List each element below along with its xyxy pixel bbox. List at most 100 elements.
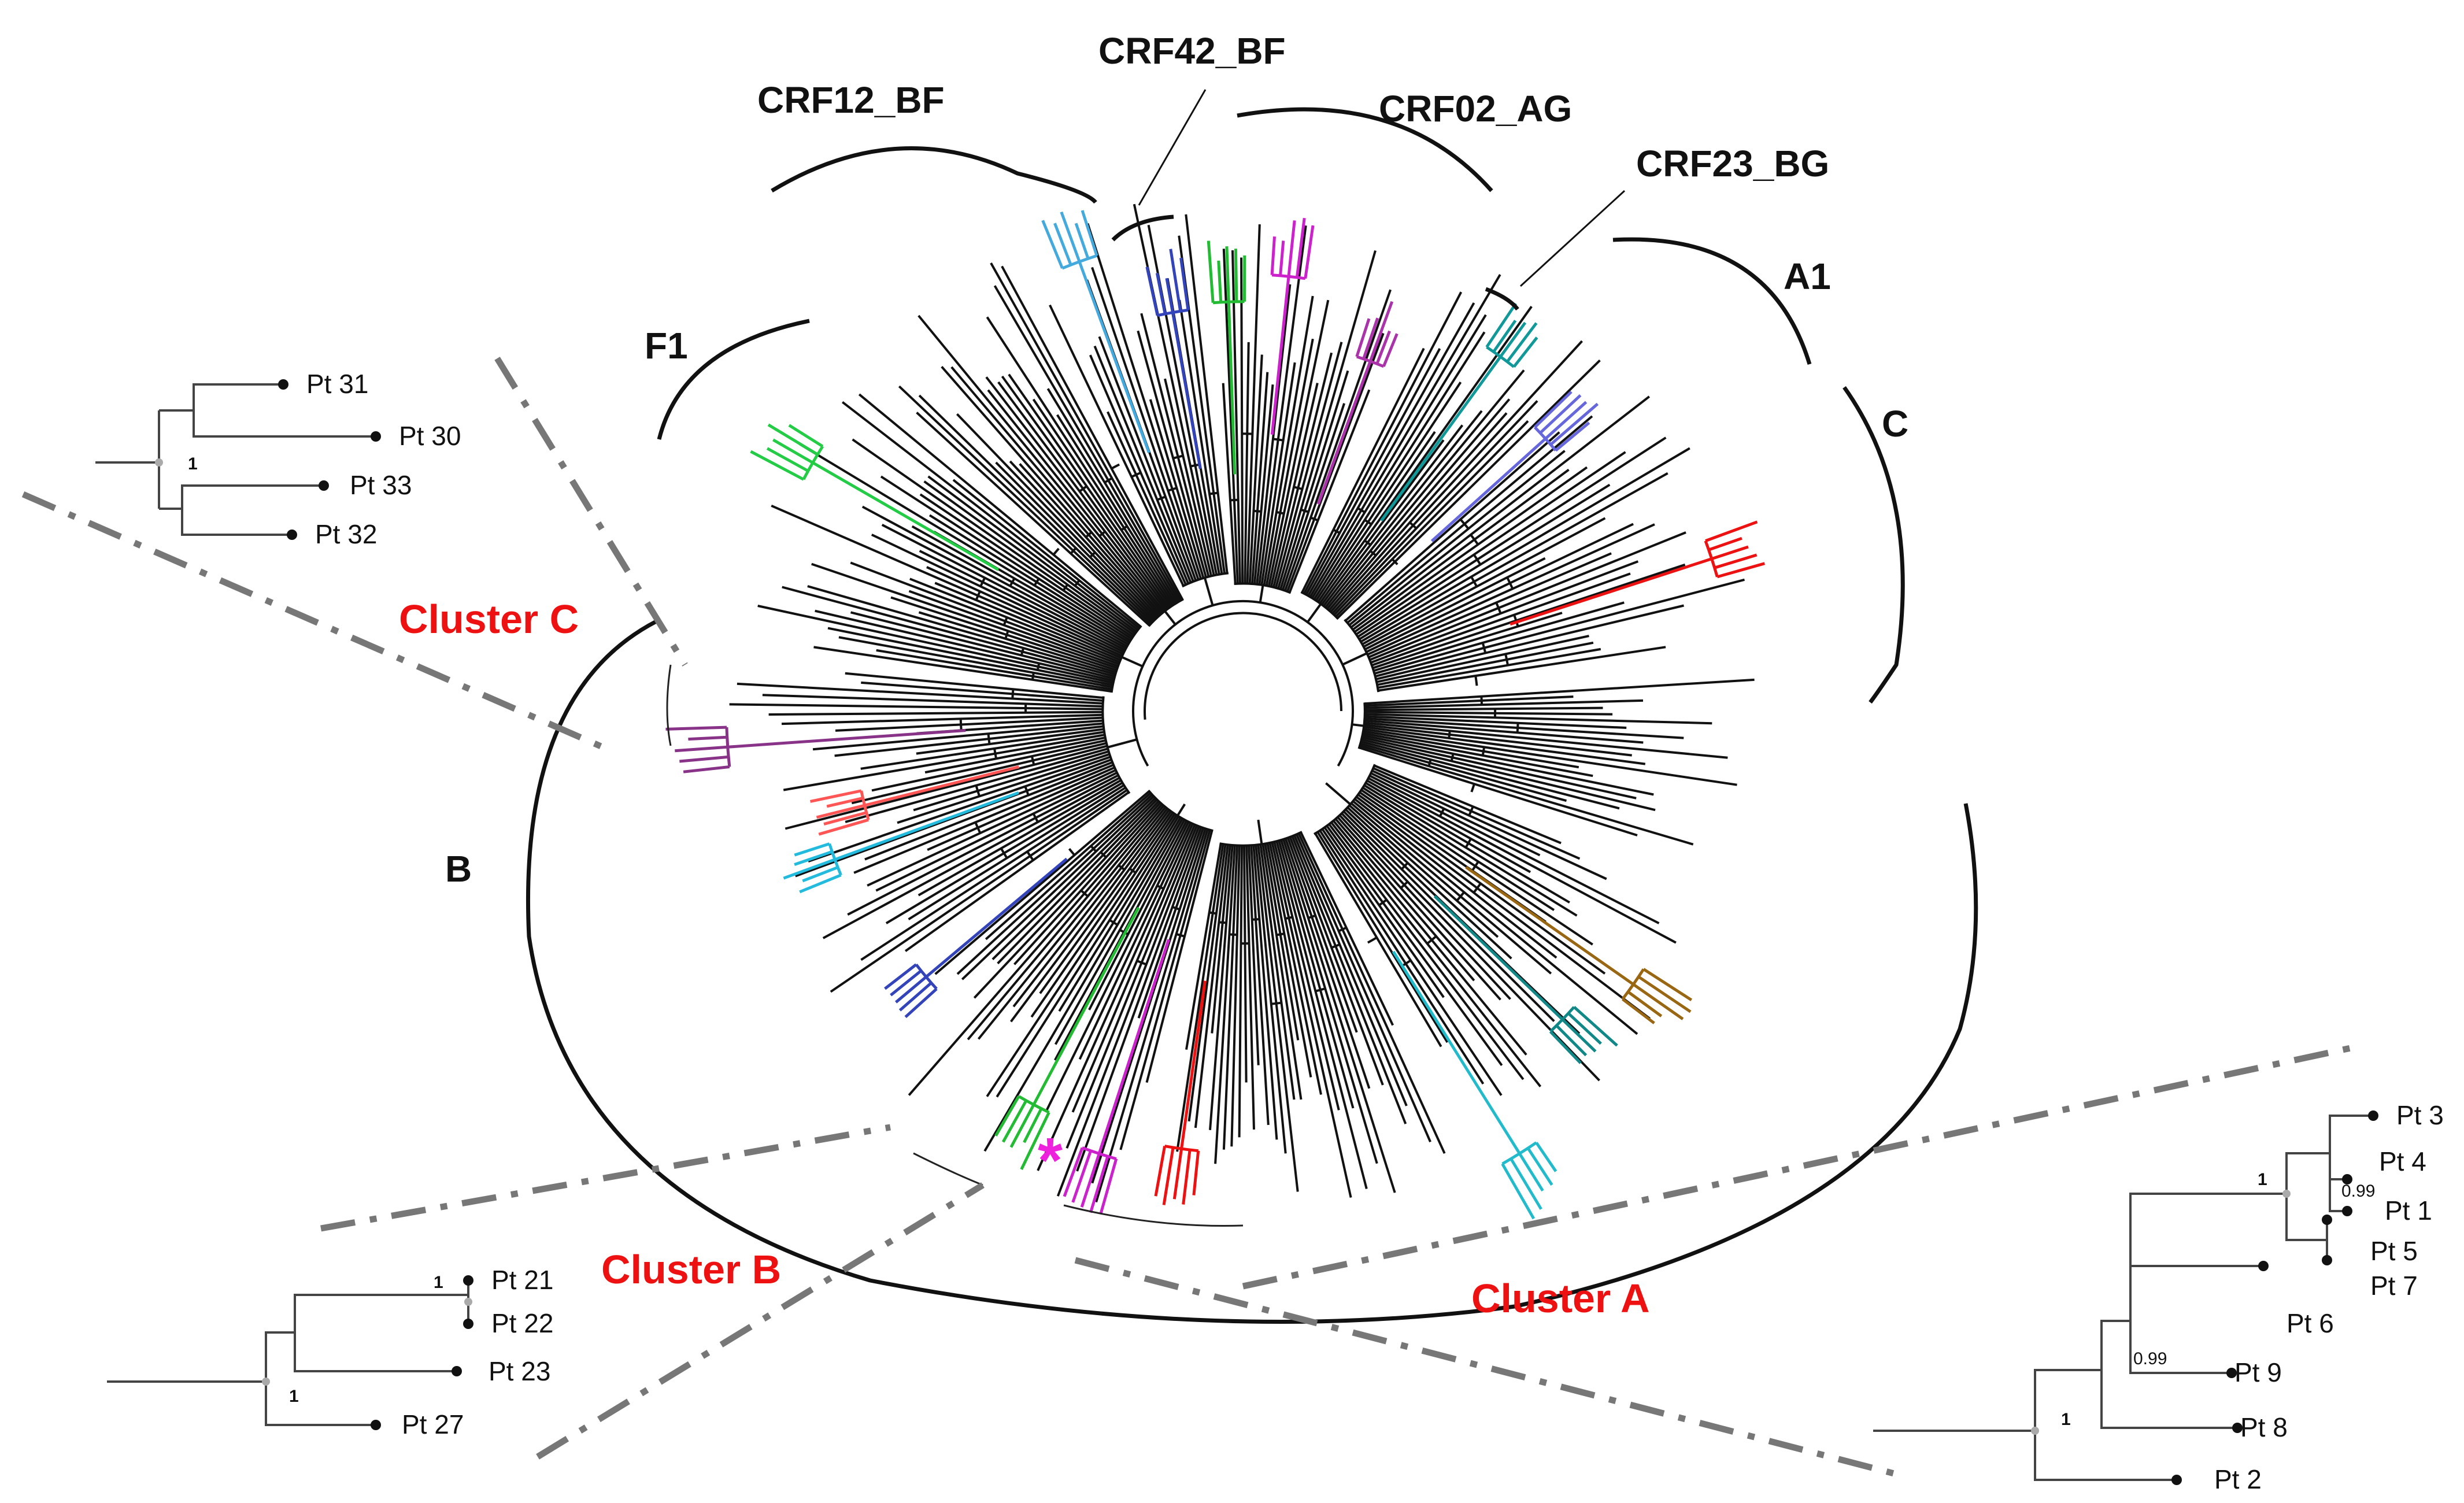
tree-branch bbox=[1359, 483, 1611, 641]
highlight-star: * bbox=[1038, 1125, 1063, 1196]
label-cluster-b: Cluster B bbox=[601, 1247, 781, 1292]
tree-arc bbox=[1356, 355, 1385, 368]
tree-branch bbox=[1313, 331, 1486, 600]
tree-branch bbox=[1176, 843, 1224, 1152]
tree-branch bbox=[1267, 299, 1330, 587]
inset-cluster-a-tree: Pt 3 Pt 4 Pt 1 Pt 5 Pt 7 Pt 6 Pt 9 Pt 8 … bbox=[1873, 1100, 2444, 1494]
tree-branch bbox=[995, 461, 1155, 622]
tree-branch bbox=[1009, 809, 1170, 1023]
tree-branch bbox=[996, 814, 1178, 1098]
tree-branch bbox=[927, 475, 1138, 633]
tree-branch bbox=[1049, 304, 1185, 587]
tree-branch bbox=[985, 792, 1152, 941]
tree-branch bbox=[1366, 523, 1634, 653]
tree-branch bbox=[1250, 845, 1270, 1126]
tree-branch bbox=[811, 562, 1118, 669]
tree-branch bbox=[1297, 832, 1446, 1154]
tree-branch bbox=[1273, 841, 1340, 1110]
tree-branch bbox=[1252, 845, 1278, 1140]
tree-branch bbox=[927, 766, 1115, 852]
tree-branch bbox=[1561, 1018, 1597, 1053]
tree-branch bbox=[919, 550, 1125, 653]
arc-a1 bbox=[1612, 237, 1812, 365]
leaf-pt4: Pt 4 bbox=[2379, 1146, 2426, 1176]
tree-branch bbox=[956, 794, 1153, 975]
tree-branch bbox=[1280, 839, 1378, 1164]
tree-branch bbox=[918, 394, 1153, 624]
tree-branch bbox=[785, 745, 1108, 830]
tree-branch bbox=[1182, 1149, 1192, 1205]
leaf-pt23: Pt 23 bbox=[489, 1356, 550, 1386]
tree-branch bbox=[766, 447, 809, 472]
tree-branch bbox=[1364, 721, 1728, 759]
tree-branch bbox=[985, 376, 1167, 612]
tree-branch bbox=[1328, 823, 1525, 1080]
tree-branch bbox=[917, 779, 1122, 897]
tree-branch bbox=[1330, 821, 1542, 1087]
tree-branch bbox=[1342, 810, 1555, 1023]
tree-branch bbox=[1293, 835, 1408, 1106]
tree-branch bbox=[1501, 1163, 1536, 1220]
tree-branch bbox=[1364, 699, 1644, 709]
tree-branch bbox=[1342, 652, 1368, 666]
tree-branch bbox=[1140, 313, 1210, 577]
tree-branch bbox=[1091, 828, 1207, 1184]
tree-branch bbox=[794, 842, 830, 857]
tree-branch bbox=[1244, 342, 1250, 584]
tree-branch bbox=[1098, 336, 1194, 582]
tree-branch bbox=[1374, 601, 1625, 675]
tree-branch bbox=[1376, 635, 1589, 683]
leaf-pt1: Pt 1 bbox=[2385, 1195, 2432, 1226]
tree-branch bbox=[1291, 835, 1407, 1124]
tree-branch bbox=[1372, 563, 1686, 669]
tree-arc bbox=[1501, 1141, 1537, 1165]
tree-branch bbox=[1279, 240, 1285, 276]
tree-branch bbox=[815, 609, 1114, 682]
tree-branch bbox=[1307, 302, 1475, 597]
tree-arc bbox=[1018, 1095, 1050, 1114]
tree-branch bbox=[823, 811, 867, 826]
leaf-pt21: Pt 21 bbox=[491, 1265, 553, 1295]
tree-branch bbox=[1178, 299, 1223, 575]
tree-branch bbox=[967, 805, 1165, 1041]
tree-branch bbox=[1485, 302, 1517, 348]
leaf-pt7: Pt 7 bbox=[2370, 1271, 2418, 1301]
tree-arc bbox=[915, 963, 938, 990]
tree-branch bbox=[1355, 318, 1371, 357]
tree-branch bbox=[1345, 431, 1560, 622]
tree-branch bbox=[1278, 840, 1355, 1109]
tree-branch bbox=[1377, 641, 1594, 686]
tree-arc bbox=[1132, 599, 1354, 767]
tree-branch bbox=[1544, 401, 1588, 440]
tree-branch bbox=[950, 366, 1162, 615]
tree-branch bbox=[1246, 224, 1261, 584]
support-cluster-b-root: 1 bbox=[289, 1387, 299, 1406]
tree-branch bbox=[1336, 359, 1601, 619]
tree-branch bbox=[1363, 784, 1578, 917]
tree-branch bbox=[1270, 236, 1276, 275]
tree-branch bbox=[1209, 845, 1234, 1130]
tree-branch bbox=[799, 873, 842, 894]
tree-branch bbox=[1089, 354, 1190, 584]
tree-branch bbox=[838, 636, 1113, 688]
tree-branch bbox=[1080, 1153, 1101, 1208]
tree-branch bbox=[1154, 1146, 1167, 1197]
tree-branch bbox=[1311, 314, 1487, 599]
tree-branch bbox=[1355, 795, 1651, 1020]
tree-branch bbox=[1331, 340, 1583, 614]
tree-branch bbox=[1355, 451, 1626, 636]
support-cluster-a-pt4-pt1: 0.99 bbox=[2341, 1182, 2375, 1201]
tree-branch bbox=[853, 764, 1114, 874]
tree-branch bbox=[1266, 843, 1312, 1078]
tree-arc bbox=[725, 727, 731, 767]
tree-branch bbox=[1305, 348, 1441, 595]
tree-branch bbox=[876, 649, 1112, 691]
tree-branch bbox=[1714, 553, 1758, 569]
tree-branch bbox=[909, 577, 1120, 664]
tree-branch bbox=[1375, 578, 1745, 678]
leaf-pt30: Pt 30 bbox=[399, 421, 461, 451]
tree-branch bbox=[1185, 214, 1229, 573]
tree-branch bbox=[908, 784, 1125, 920]
tree-branch bbox=[1363, 730, 1579, 769]
tree-branch bbox=[973, 800, 1160, 999]
